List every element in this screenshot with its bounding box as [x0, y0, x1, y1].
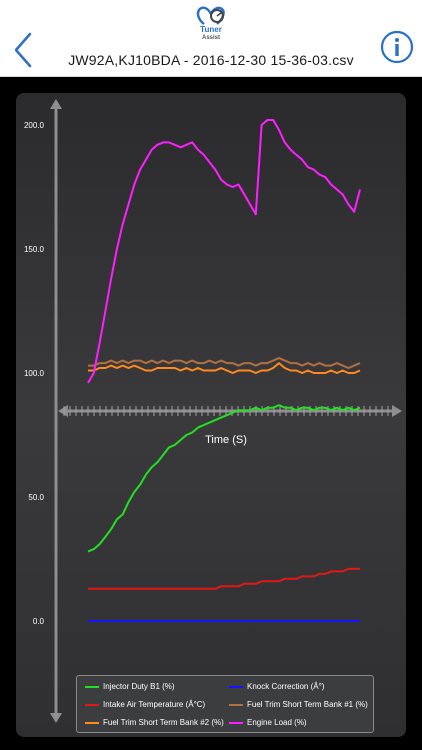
series-line [87, 119, 361, 384]
info-icon[interactable] [380, 30, 414, 64]
svg-text:Tuner: Tuner [200, 25, 222, 34]
chart-panel[interactable]: Time (S) 200.0 150.0 100.0 50.0 0.0 Injector … [16, 93, 406, 737]
line-chart[interactable]: Time (S) 200.0 150.0 100.0 50.0 0.0 [16, 93, 406, 737]
legend-swatch [229, 685, 243, 688]
series-line [87, 404, 361, 553]
legend-label: Intake Air Temperature (Â°C) [103, 700, 206, 709]
chart-area: Time (S) 200.0 150.0 100.0 50.0 0.0 Injector … [0, 77, 422, 750]
legend-label: Engine Load (%) [247, 718, 307, 727]
y-tick-label: 150.0 [24, 245, 45, 254]
legend-swatch [85, 685, 99, 688]
y-tick-label: 200.0 [24, 121, 45, 130]
y-axis-arrow-up [50, 99, 62, 109]
x-axis-arrow-left [58, 405, 68, 417]
legend-swatch [229, 703, 243, 706]
legend-item: Injector Duty B1 (%) [85, 682, 175, 691]
back-chevron-icon[interactable] [10, 30, 40, 70]
x-axis-title: Time (S) [205, 434, 247, 446]
series-line [88, 567, 360, 590]
y-tick-label: 0.0 [33, 617, 45, 626]
series-line [88, 362, 361, 374]
logo-mark-icon: Tuner Assist [196, 6, 225, 41]
legend-item: Fuel Trim Short Term Bank #2 (%) [85, 718, 224, 727]
legend-label: Fuel Trim Short Term Bank #2 (%) [103, 718, 224, 727]
chart-legend: Injector Duty B1 (%) Knock Correction (Â… [76, 675, 374, 733]
legend-item: Engine Load (%) [229, 718, 307, 727]
legend-item: Knock Correction (Â°) [229, 682, 324, 691]
x-axis-arrow-right [392, 405, 402, 417]
svg-text:Assist: Assist [202, 35, 220, 40]
legend-item: Intake Air Temperature (Â°C) [85, 700, 205, 709]
y-axis-arrow-down [50, 713, 62, 723]
legend-swatch [85, 703, 99, 706]
file-title: JW92A,KJ10BDA - 2016-12-30 15-36-03.csv [68, 52, 354, 68]
top-bar: Tuner Assist JW92A,KJ10BDA - 2016-12-30 … [0, 0, 422, 77]
tuner-assist-logo: Tuner Assist [190, 2, 232, 41]
legend-item: Fuel Trim Short Term Bank #1 (%) [229, 700, 368, 709]
legend-label: Fuel Trim Short Term Bank #1 (%) [247, 700, 368, 709]
series-line [88, 357, 361, 369]
legend-label: Knock Correction (Â°) [247, 682, 325, 691]
legend-swatch [229, 721, 243, 724]
legend-label: Injector Duty B1 (%) [103, 682, 175, 691]
legend-swatch [85, 721, 99, 724]
y-tick-label: 50.0 [28, 493, 44, 502]
y-tick-label: 100.0 [24, 369, 45, 378]
